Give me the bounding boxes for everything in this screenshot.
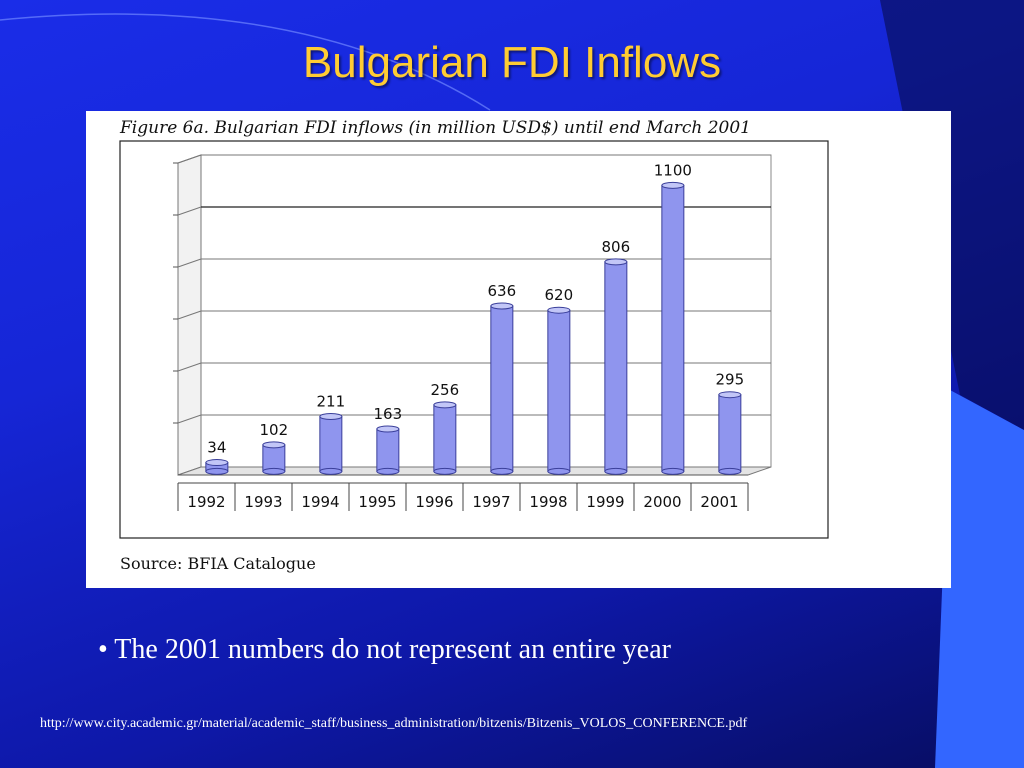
data-label-1994: 211 bbox=[317, 393, 346, 411]
data-label-2000: 1100 bbox=[654, 161, 692, 179]
bar-top-2001 bbox=[718, 391, 742, 399]
bar-top-1992 bbox=[205, 459, 229, 467]
bar-1997 bbox=[490, 305, 514, 472]
x-tick-label-1996: 1996 bbox=[415, 493, 453, 511]
data-label-1996: 256 bbox=[431, 381, 460, 399]
data-label-1993: 102 bbox=[260, 421, 289, 439]
data-label-1997: 636 bbox=[488, 282, 517, 300]
gridline-side bbox=[177, 258, 202, 268]
data-label-2001: 295 bbox=[716, 371, 745, 389]
bar-2001 bbox=[718, 394, 742, 472]
bar-1995 bbox=[376, 428, 400, 472]
bar-1994 bbox=[319, 416, 343, 472]
bar-base-2001 bbox=[718, 467, 742, 475]
bar-base-1998 bbox=[547, 467, 571, 475]
data-label-1998: 620 bbox=[545, 286, 574, 304]
figure-caption: Figure 6a. Bulgarian FDI inflows (in mil… bbox=[120, 118, 751, 138]
bar-base-1995 bbox=[376, 467, 400, 475]
gridline-side bbox=[177, 414, 202, 424]
x-tick-label-1993: 1993 bbox=[244, 493, 282, 511]
bar-1998 bbox=[547, 309, 571, 472]
x-tick-label-1997: 1997 bbox=[472, 493, 510, 511]
data-label-1995: 163 bbox=[374, 405, 403, 423]
x-tick-label-2001: 2001 bbox=[700, 493, 738, 511]
gridline-side bbox=[177, 362, 202, 372]
data-label-1999: 806 bbox=[602, 238, 631, 256]
bar-top-1998 bbox=[547, 306, 571, 314]
bar-base-1993 bbox=[262, 467, 286, 475]
figure-source: Source: BFIA Catalogue bbox=[120, 554, 316, 573]
bar-1996 bbox=[433, 404, 457, 472]
gridline-side bbox=[177, 206, 202, 216]
bar-top-1993 bbox=[262, 441, 286, 449]
x-tick-label-1995: 1995 bbox=[358, 493, 396, 511]
bar-1999 bbox=[604, 261, 628, 472]
bar-top-1994 bbox=[319, 413, 343, 421]
bar-top-2000 bbox=[661, 181, 685, 189]
bar-chart: 34 1992 102 1993 211 1994 163 1995 256 1996 636 199… bbox=[119, 140, 829, 539]
bar-top-1995 bbox=[376, 425, 400, 433]
bar-1993 bbox=[262, 444, 286, 472]
x-tick-label-1992: 1992 bbox=[187, 493, 225, 511]
bar-base-2000 bbox=[661, 467, 685, 475]
arc-decoration bbox=[0, 13, 491, 111]
slide-title: Bulgarian FDI Inflows bbox=[302, 38, 722, 87]
bar-base-1997 bbox=[490, 467, 514, 475]
bar-top-1996 bbox=[433, 401, 457, 409]
data-label-1992: 34 bbox=[207, 439, 226, 457]
top-right-dark-shape bbox=[880, 0, 1024, 430]
bar-base-1996 bbox=[433, 467, 457, 475]
bar-base-1994 bbox=[319, 467, 343, 475]
bar-2000 bbox=[661, 184, 685, 472]
bar-base-1992 bbox=[205, 467, 229, 475]
bar-top-1999 bbox=[604, 258, 628, 266]
chart-frame bbox=[119, 140, 829, 539]
figure-panel: 34 1992 102 1993 211 1994 163 1995 256 1996 636 199… bbox=[86, 111, 951, 588]
x-tick-label-2000: 2000 bbox=[643, 493, 681, 511]
x-tick-label-1994: 1994 bbox=[301, 493, 339, 511]
gridline-side bbox=[177, 310, 202, 320]
x-tick-label-1999: 1999 bbox=[586, 493, 624, 511]
bullet-note: • The 2001 numbers do not represent an e… bbox=[98, 634, 671, 665]
gridline-side bbox=[177, 154, 202, 164]
source-url: http://www.city.academic.gr/material/aca… bbox=[40, 716, 748, 731]
x-tick-label-1998: 1998 bbox=[529, 493, 567, 511]
bar-base-1999 bbox=[604, 467, 628, 475]
bar-top-1997 bbox=[490, 302, 514, 310]
right-accent-shape bbox=[935, 390, 1024, 768]
